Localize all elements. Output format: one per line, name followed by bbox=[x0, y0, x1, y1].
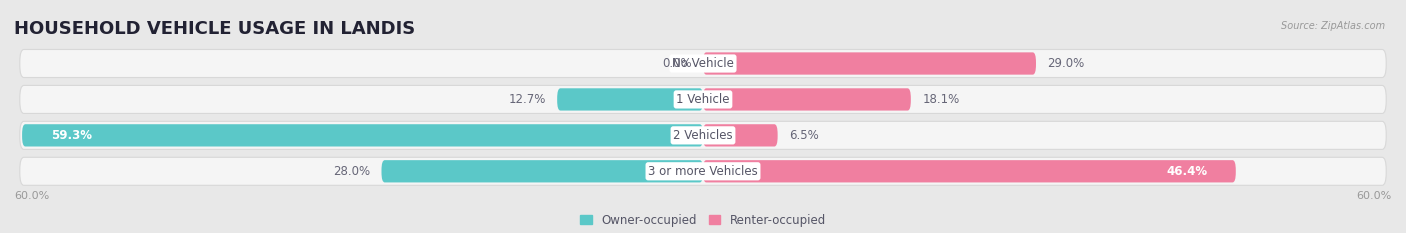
Text: 60.0%: 60.0% bbox=[1357, 191, 1392, 201]
FancyBboxPatch shape bbox=[703, 52, 1036, 75]
FancyBboxPatch shape bbox=[20, 49, 1386, 78]
Text: 3 or more Vehicles: 3 or more Vehicles bbox=[648, 165, 758, 178]
FancyBboxPatch shape bbox=[703, 88, 911, 111]
FancyBboxPatch shape bbox=[20, 86, 1386, 113]
Text: 59.3%: 59.3% bbox=[51, 129, 91, 142]
Text: 60.0%: 60.0% bbox=[14, 191, 49, 201]
Text: HOUSEHOLD VEHICLE USAGE IN LANDIS: HOUSEHOLD VEHICLE USAGE IN LANDIS bbox=[14, 20, 415, 38]
Text: Source: ZipAtlas.com: Source: ZipAtlas.com bbox=[1281, 21, 1385, 31]
Text: 18.1%: 18.1% bbox=[922, 93, 959, 106]
FancyBboxPatch shape bbox=[703, 160, 1236, 182]
Text: 1 Vehicle: 1 Vehicle bbox=[676, 93, 730, 106]
Text: 29.0%: 29.0% bbox=[1047, 57, 1084, 70]
FancyBboxPatch shape bbox=[20, 157, 1386, 185]
Text: 6.5%: 6.5% bbox=[789, 129, 818, 142]
Text: 2 Vehicles: 2 Vehicles bbox=[673, 129, 733, 142]
Text: 46.4%: 46.4% bbox=[1166, 165, 1208, 178]
FancyBboxPatch shape bbox=[703, 124, 778, 147]
FancyBboxPatch shape bbox=[22, 124, 703, 147]
FancyBboxPatch shape bbox=[20, 121, 1386, 149]
FancyBboxPatch shape bbox=[381, 160, 703, 182]
FancyBboxPatch shape bbox=[557, 88, 703, 111]
Legend: Owner-occupied, Renter-occupied: Owner-occupied, Renter-occupied bbox=[579, 214, 827, 227]
Text: 12.7%: 12.7% bbox=[509, 93, 546, 106]
Text: No Vehicle: No Vehicle bbox=[672, 57, 734, 70]
Text: 0.0%: 0.0% bbox=[662, 57, 692, 70]
Text: 28.0%: 28.0% bbox=[333, 165, 370, 178]
